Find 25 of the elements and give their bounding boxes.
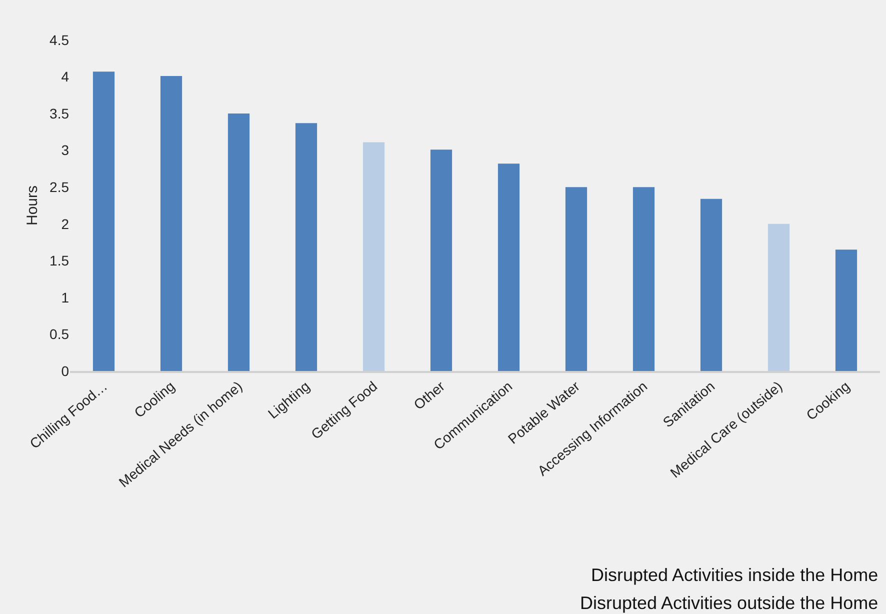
bar — [228, 114, 250, 371]
bar — [160, 76, 182, 371]
bar — [295, 123, 318, 371]
y-tick-label: 2 — [61, 216, 70, 232]
y-tick-label: 4.5 — [50, 32, 70, 48]
y-tick-label: 0 — [61, 362, 70, 379]
bar — [92, 72, 115, 371]
bar — [835, 250, 858, 371]
bar — [362, 142, 385, 371]
y-tick-label: 1 — [61, 289, 70, 306]
y-tick-label: 3.5 — [50, 105, 70, 122]
y-tick-label: 3 — [61, 142, 70, 158]
y-tick-label: 2.5 — [50, 179, 70, 196]
y-tick-label: 4 — [61, 68, 70, 85]
bar — [565, 187, 588, 371]
bar — [768, 224, 790, 371]
y-axis-title: Hours — [24, 185, 41, 226]
bar — [430, 150, 452, 371]
bar — [632, 187, 655, 371]
bar — [700, 198, 722, 371]
y-tick-label: 1.5 — [50, 252, 70, 269]
text: Disrupted Activities outside the Home — [580, 593, 878, 613]
bar — [498, 164, 520, 371]
text: Disrupted Activities inside the Home — [591, 565, 878, 585]
y-tick-label: 0.5 — [50, 326, 70, 342]
